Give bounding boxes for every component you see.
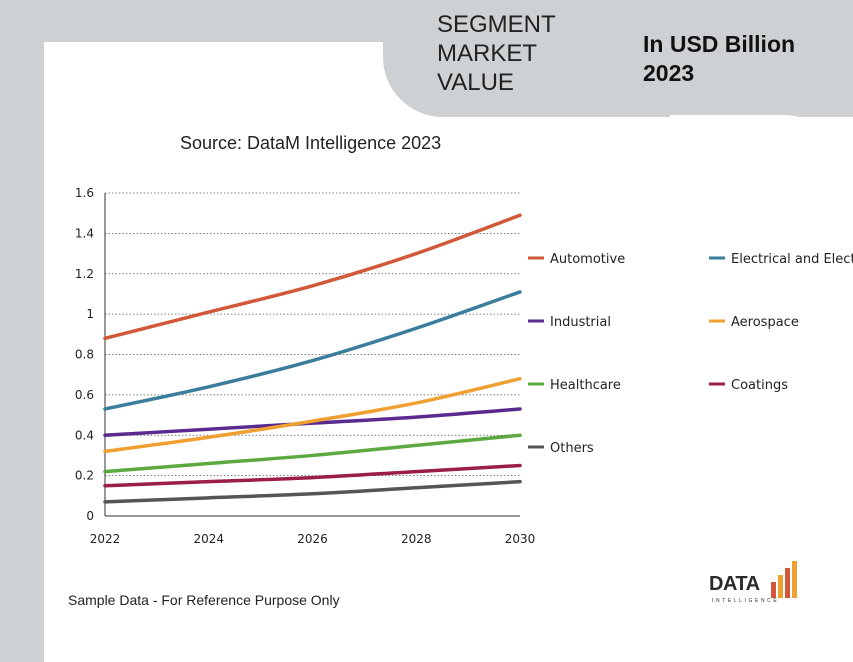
y-tick-label: 0.6	[75, 388, 94, 402]
y-tick-label: 1	[86, 307, 94, 321]
usd-title-line-2: 2023	[643, 60, 695, 86]
header-tab	[383, 0, 853, 117]
x-tick-label: 2022	[90, 532, 121, 546]
series-line-healthcare	[103, 433, 522, 474]
datam-logo: DATA INTELLIGENCE	[709, 560, 801, 610]
x-tick-label: 2024	[193, 532, 224, 546]
segment-title-line-2: MARKET	[437, 40, 538, 67]
chart-card-corner	[670, 115, 853, 315]
series-line-electrical-and-electro	[103, 290, 522, 411]
y-tick-label: 1.4	[75, 226, 94, 240]
segment-title-line-3: VALUE	[437, 69, 514, 96]
line-chart: 0 0.2 0.4 0.6 0.8 1 1.2 1.4 1.6 2022 2024 2026 2028 2…	[75, 186, 853, 546]
series-line-industrial	[103, 407, 522, 437]
y-tick-label: 0	[86, 509, 94, 523]
y-tick-label: 1.6	[75, 186, 94, 200]
footnote: Sample Data - For Reference Purpose Only	[68, 592, 340, 608]
series-line-coatings	[103, 463, 522, 488]
series-line-aerospace	[103, 376, 522, 454]
legend-label-industrial: Industrial	[550, 315, 611, 330]
logo-text: DATA	[709, 573, 760, 595]
x-tick-label: 2028	[401, 532, 432, 546]
chart-title: Source: DataM Intelligence 2023	[180, 133, 442, 153]
y-tick-label: 0.2	[75, 469, 94, 483]
legend-label-electrical-and-electro: Electrical and Electro	[731, 252, 853, 267]
series-line-automotive	[103, 213, 522, 341]
y-tick-label: 1.2	[75, 267, 94, 281]
logo-bars-icon	[771, 561, 797, 598]
usd-title-line-1: In USD Billion	[643, 31, 796, 57]
logo-subtext: INTELLIGENCE	[712, 598, 780, 604]
legend-label-coatings: Coatings	[731, 378, 788, 393]
legend-label-healthcare: Healthcare	[550, 378, 621, 393]
segment-title-line-1: SEGMENT	[437, 11, 556, 38]
legend-label-others: Others	[550, 441, 594, 456]
x-tick-label: 2026	[297, 532, 328, 546]
series-line-others	[103, 479, 522, 504]
legend-label-aerospace: Aerospace	[731, 315, 799, 330]
y-tick-label: 0.8	[75, 348, 94, 362]
x-tick-label: 2030	[505, 532, 536, 546]
y-tick-label: 0.4	[75, 428, 94, 442]
legend-label-automotive: Automotive	[550, 252, 625, 267]
